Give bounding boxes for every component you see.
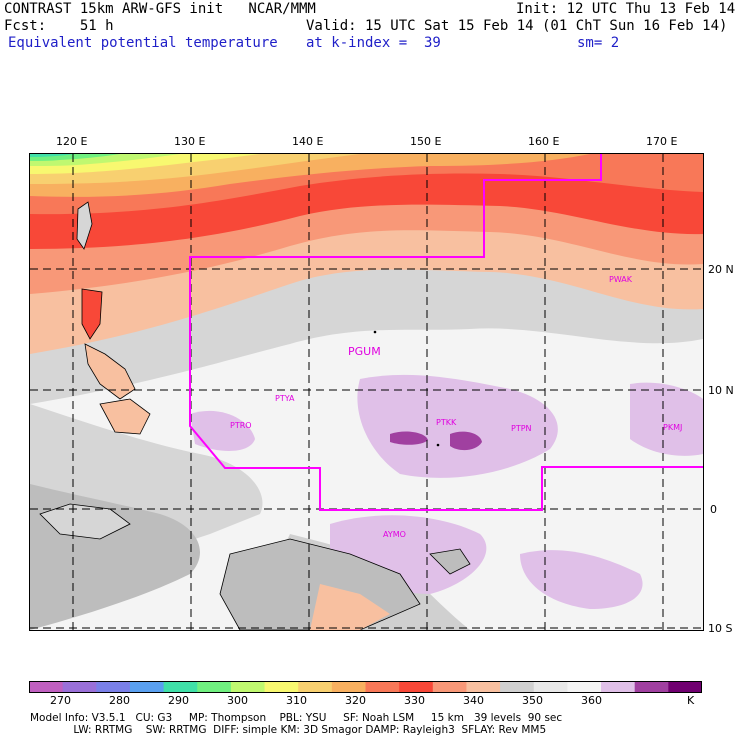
colorbar-swatch — [163, 681, 198, 693]
station-pgum: PGUM — [348, 345, 381, 358]
lon-label-140: 140 E — [292, 135, 324, 148]
colorbar-swatch — [567, 681, 602, 693]
model-info-line2: LW: RRTMG SW: RRTMG DIFF: simple KM: 3D … — [30, 724, 547, 736]
colorbar-tick-label: K — [687, 694, 695, 707]
station-ptpn: PTPN — [511, 424, 532, 433]
field-name: Equivalent potential temperature — [8, 35, 278, 51]
lon-label-120: 120 E — [56, 135, 88, 148]
valid-time: Valid: 15 UTC Sat 15 Feb 14 (01 ChT Sun … — [306, 18, 728, 34]
colorbar-swatch — [29, 681, 64, 693]
colorbar-swatch — [331, 681, 366, 693]
lat-label-20n: 20 N — [708, 263, 734, 276]
lon-label-170: 170 E — [646, 135, 678, 148]
station-ptya: PTYA — [275, 394, 295, 403]
colorbar-tick-label: 300 — [227, 694, 248, 707]
colorbar-tick-label: 350 — [522, 694, 543, 707]
colorbar — [29, 681, 702, 693]
colorbar-swatch — [298, 681, 333, 693]
colorbar-tick-label: 310 — [286, 694, 307, 707]
colorbar-swatch — [264, 681, 299, 693]
station-pkmj: PKMJ — [663, 423, 682, 432]
station-ptro: PTRO — [230, 421, 252, 430]
colorbar-swatch — [96, 681, 131, 693]
colorbar-swatch — [500, 681, 535, 693]
colorbar-swatch — [634, 681, 669, 693]
colorbar-swatch — [668, 681, 702, 693]
colorbar-swatch — [197, 681, 232, 693]
domain-boundary — [189, 154, 703, 511]
colorbar-swatch — [601, 681, 636, 693]
colorbar-tick-label: 360 — [581, 694, 602, 707]
taiwan — [76, 201, 93, 250]
forecast-hour: Fcst: 51 h — [4, 18, 114, 34]
level-label: at k-index = 39 — [306, 35, 441, 51]
sulawesi — [39, 503, 131, 540]
lon-label-150: 150 E — [410, 135, 442, 148]
smoothing-label: sm= 2 — [577, 35, 620, 51]
model-info-line1: Model Info: V3.5.1 CU: G3 MP: Thompson P… — [30, 712, 563, 724]
model-title: CONTRAST 15km ARW-GFS init NCAR/MMM — [4, 1, 316, 17]
visayas — [84, 343, 136, 400]
colorbar-tick-label: 280 — [109, 694, 130, 707]
colorbar-tick-label: 270 — [50, 694, 71, 707]
colorbar-tick-label: 290 — [168, 694, 189, 707]
colorbar-swatch — [432, 681, 467, 693]
colorbar-swatch — [533, 681, 568, 693]
mindanao — [99, 398, 151, 435]
map-panel: PGUM PTYA PTRO PTKK PTPN PKMJ PWAK AYMO — [29, 153, 704, 631]
station-ptkk: PTKK — [436, 418, 457, 427]
colorbar-swatch — [365, 681, 400, 693]
init-time: Init: 12 UTC Thu 13 Feb 14 — [516, 1, 736, 17]
station-aymo: AYMO — [383, 530, 406, 539]
colorbar-swatch — [466, 681, 501, 693]
lat-label-0: 0 — [710, 503, 717, 516]
colorbar-tick-label: 320 — [345, 694, 366, 707]
station-pwak: PWAK — [609, 275, 633, 284]
purple-core-1 — [390, 431, 428, 445]
lat-label-10s: 10 S — [708, 622, 733, 635]
purple-core-2 — [450, 431, 482, 451]
colorbar-swatch — [230, 681, 266, 693]
lat-label-10n: 10 N — [708, 384, 734, 397]
lon-label-160: 160 E — [528, 135, 560, 148]
colorbar-swatch — [62, 681, 97, 693]
colorbar-swatch — [399, 681, 434, 693]
purple-central — [357, 374, 558, 478]
luzon — [81, 288, 103, 340]
lon-label-130: 130 E — [174, 135, 206, 148]
band-295 — [30, 154, 75, 157]
colorbar-tick-label: 340 — [463, 694, 484, 707]
colorbar-swatch — [129, 681, 165, 693]
theta-e-field: PGUM PTYA PTRO PTKK PTPN PKMJ PWAK AYMO — [30, 154, 703, 630]
colorbar-tick-label: 330 — [404, 694, 425, 707]
